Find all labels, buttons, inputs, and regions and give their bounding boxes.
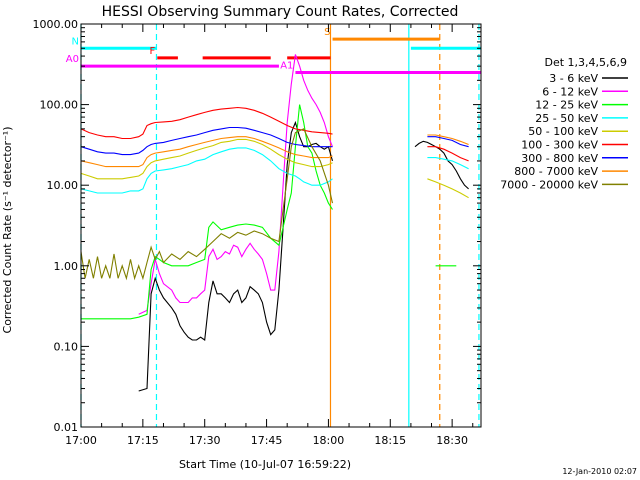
x-tick-label-2: 17:30 bbox=[189, 434, 221, 447]
legend-label-1: 6 - 12 keV bbox=[542, 85, 598, 98]
flag-label-A0: A0 bbox=[66, 54, 79, 65]
x-tick-label-0: 17:00 bbox=[65, 434, 97, 447]
series-line-5 bbox=[80, 106, 469, 162]
plot-frame bbox=[80, 23, 482, 428]
x-tick-label-1: 17:15 bbox=[127, 434, 159, 447]
flag-label-N: N bbox=[72, 36, 79, 47]
x-tick-label-5: 18:15 bbox=[374, 434, 406, 447]
legend-label-2: 12 - 25 keV bbox=[535, 99, 598, 112]
flag-label-S: S bbox=[324, 27, 330, 38]
y-axis: 0.01 0.10 1.00 10.00 100.00 1000.00 bbox=[33, 18, 481, 434]
y-tick-label-3: 10.00 bbox=[47, 179, 79, 192]
x-axis-label: Start Time (10-Jul-07 16:59:22) bbox=[179, 458, 351, 471]
boundary-lines bbox=[80, 24, 480, 427]
x-tick-label-6: 18:30 bbox=[436, 434, 468, 447]
status-flags: N F S A0 A1 bbox=[66, 27, 481, 75]
series-line-4 bbox=[80, 138, 469, 199]
y-tick-label-5: 1000.00 bbox=[33, 18, 79, 31]
x-tick-label-4: 18:00 bbox=[313, 434, 345, 447]
x-axis: 17:00 17:15 17:30 17:45 18:00 18:15 18:30 bbox=[65, 24, 474, 447]
series-line-6 bbox=[80, 126, 469, 156]
y-tick-label-4: 100.00 bbox=[40, 99, 79, 112]
legend-label-0: 3 - 6 keV bbox=[549, 72, 598, 85]
y-tick-label-1: 0.10 bbox=[54, 340, 79, 353]
legend-label-4: 50 - 100 keV bbox=[528, 125, 598, 138]
y-tick-label-0: 0.01 bbox=[54, 421, 79, 434]
series-line-3 bbox=[80, 147, 469, 194]
footer-date: 12-Jan-2010 02:07 bbox=[562, 467, 637, 476]
series-lines bbox=[80, 54, 469, 392]
legend-label-8: 7000 - 20000 keV bbox=[500, 178, 598, 191]
legend-label-5: 100 - 300 keV bbox=[521, 139, 598, 152]
legend-label-7: 800 - 7000 keV bbox=[514, 165, 598, 178]
x-tick-label-3: 17:45 bbox=[251, 434, 283, 447]
flag-label-A1: A1 bbox=[280, 61, 293, 72]
y-tick-label-2: 1.00 bbox=[54, 260, 79, 273]
legend-label-3: 25 - 50 keV bbox=[535, 112, 598, 125]
flag-label-F: F bbox=[150, 46, 156, 57]
series-line-1 bbox=[138, 54, 334, 315]
legend-title: Det 1,3,4,5,6,9 bbox=[544, 56, 627, 69]
series-line-2 bbox=[81, 104, 457, 320]
series-line-0 bbox=[138, 120, 469, 392]
chart-title: HESSI Observing Summary Count Rates, Cor… bbox=[102, 4, 459, 20]
legend-label-6: 300 - 800 keV bbox=[521, 152, 598, 165]
y-axis-label: Corrected Count Rate (s⁻¹ detector⁻¹) bbox=[1, 127, 14, 334]
series-line-7 bbox=[80, 134, 469, 168]
series-line-8 bbox=[80, 128, 334, 281]
